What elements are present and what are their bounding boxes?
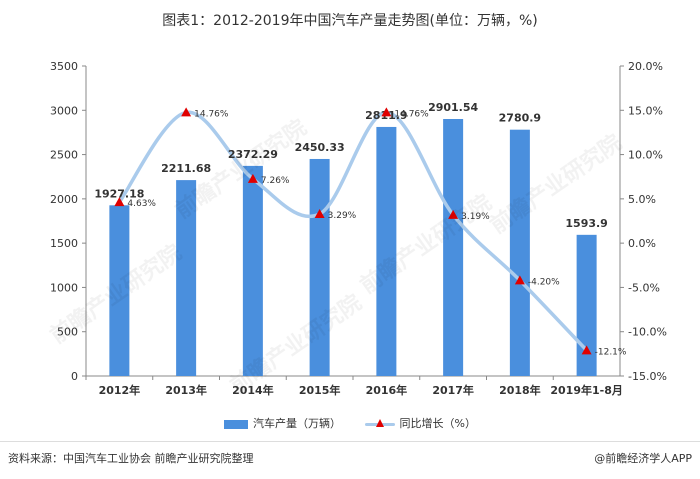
bar-value-label: 2901.54 bbox=[428, 101, 478, 114]
growth-marker bbox=[381, 107, 392, 117]
y-left-tick-label: 1500 bbox=[50, 237, 78, 250]
growth-marker bbox=[448, 209, 459, 219]
growth-marker bbox=[514, 275, 525, 285]
bar-value-label: 1927.18 bbox=[94, 187, 144, 200]
y-right-tick-label: 10.0% bbox=[628, 149, 663, 162]
y-left-tick-label: 1000 bbox=[50, 281, 78, 294]
bar bbox=[443, 119, 464, 376]
legend-item-bar[interactable]: 汽车产量（万辆） bbox=[224, 415, 341, 431]
bar bbox=[109, 205, 130, 376]
legend-line-swatch bbox=[364, 418, 395, 430]
x-tick-label: 2016年 bbox=[366, 383, 408, 397]
source-note: 资料来源：中国汽车工业协会 前瞻产业研究院整理 bbox=[8, 452, 254, 465]
x-tick-label: 2013年 bbox=[165, 383, 207, 397]
bar bbox=[176, 180, 197, 376]
bar bbox=[376, 126, 397, 376]
growth-value-label: 14.76% bbox=[194, 109, 229, 119]
legend-item-line[interactable]: 同比增长（%） bbox=[364, 415, 476, 431]
growth-value-label: 3.19% bbox=[461, 212, 490, 222]
y-right-tick-label: 20.0% bbox=[628, 60, 663, 73]
bar bbox=[309, 158, 330, 376]
growth-value-label: -4.20% bbox=[528, 277, 560, 287]
y-right-tick-label: -15.0% bbox=[628, 370, 667, 383]
legend: 汽车产量（万辆） 同比增长（%） bbox=[0, 415, 700, 431]
bar-value-label: 2211.68 bbox=[161, 162, 211, 175]
chart-title: 图表1：2012-2019年中国汽车产量走势图(单位：万辆，%) bbox=[162, 13, 538, 29]
y-left-tick-label: 2000 bbox=[50, 193, 78, 206]
y-right-tick-label: 5.0% bbox=[628, 193, 656, 206]
bar-value-label: 2780.9 bbox=[499, 112, 541, 125]
y-left-tick-label: 2500 bbox=[50, 149, 78, 162]
growth-value-label: 14.76% bbox=[394, 109, 429, 119]
y-left-tick-label: 500 bbox=[57, 326, 78, 339]
y-right-tick-label: -5.0% bbox=[628, 281, 660, 294]
x-tick-label: 2018年 bbox=[499, 383, 541, 397]
growth-marker bbox=[114, 197, 125, 207]
brand-credit: @前瞻经济学人APP bbox=[594, 452, 692, 465]
x-tick-label: 2015年 bbox=[299, 383, 341, 397]
bar-value-label: 2450.33 bbox=[295, 141, 345, 154]
legend-bar-label: 汽车产量（万辆） bbox=[253, 417, 342, 430]
y-right-tick-label: 15.0% bbox=[628, 104, 663, 117]
growth-marker bbox=[181, 107, 192, 117]
bar-value-label: 2372.29 bbox=[228, 148, 278, 161]
x-tick-label: 2014年 bbox=[232, 383, 274, 397]
y-left-tick-label: 3000 bbox=[50, 104, 78, 117]
bar-value-label: 1593.9 bbox=[565, 217, 607, 230]
growth-value-label: 7.26% bbox=[261, 176, 290, 186]
legend-bar-swatch bbox=[224, 419, 249, 429]
y-left-tick-label: 3500 bbox=[50, 60, 78, 73]
chart-canvas: 0 500 1000 1500 2000 2500 3000 3500 -15.0% -10.0%… bbox=[50, 60, 667, 397]
growth-marker bbox=[581, 345, 592, 355]
growth-value-label: 3.29% bbox=[328, 211, 357, 221]
bar bbox=[242, 165, 263, 376]
growth-marker bbox=[314, 209, 325, 219]
growth-marker bbox=[247, 173, 258, 183]
legend-line-label: 同比增长（%） bbox=[399, 417, 476, 430]
y-left-tick-label: 0 bbox=[71, 370, 78, 383]
footer-divider bbox=[0, 441, 700, 442]
y-right-tick-label: 0.0% bbox=[628, 237, 656, 250]
growth-line bbox=[117, 110, 589, 353]
growth-value-label: -12.1% bbox=[595, 347, 627, 357]
bar bbox=[576, 234, 597, 376]
x-tick-label: 2012年 bbox=[99, 383, 141, 397]
growth-value-label: 4.63% bbox=[127, 199, 156, 209]
y-right-tick-label: -10.0% bbox=[628, 326, 667, 339]
bar bbox=[509, 129, 530, 376]
x-tick-label: 2019年1-8月 bbox=[550, 383, 623, 397]
x-tick-label: 2017年 bbox=[432, 383, 474, 397]
